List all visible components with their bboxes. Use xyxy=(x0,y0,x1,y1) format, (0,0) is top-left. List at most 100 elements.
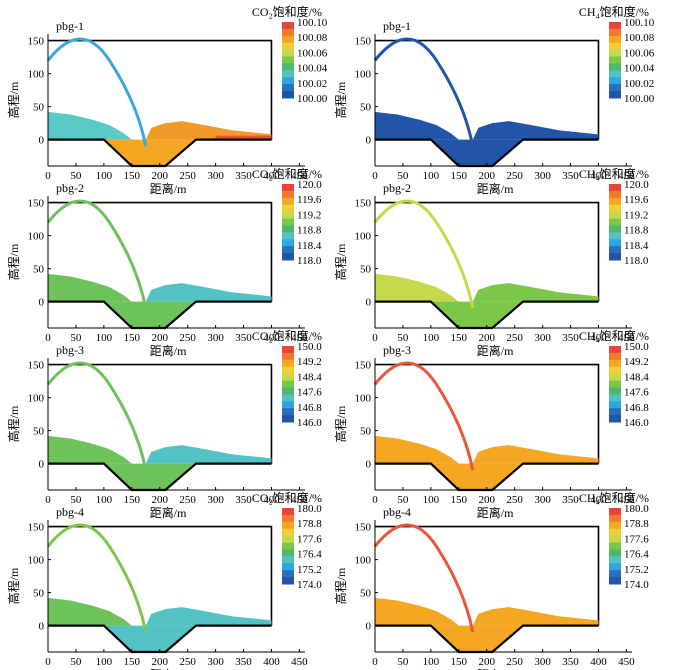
x-tick-label: 350 xyxy=(562,494,579,506)
colorbar-title: CO₂饱和度/% xyxy=(252,166,322,181)
colorbar-tick-label: 147.6 xyxy=(297,387,322,399)
deposit-left xyxy=(375,435,459,464)
chart-panel-8: 0 50 100 150 200 250 300 350 400 450 0 50 100 150 距离/m… xyxy=(333,490,649,670)
colorbar-swatch xyxy=(609,366,621,375)
deposit-right xyxy=(472,607,599,626)
y-tick-label: 100 xyxy=(28,69,45,81)
x-tick-label: 450 xyxy=(291,332,308,344)
y-tick-label: 0 xyxy=(366,621,372,633)
x-tick-label: 300 xyxy=(207,494,224,506)
deposit-right xyxy=(145,607,272,626)
y-tick-label: 100 xyxy=(28,231,45,243)
colorbar-tick-label: 150.0 xyxy=(624,341,649,353)
x-tick-label: 50 xyxy=(397,656,409,668)
chart-panel-1: 0 50 100 150 200 250 300 350 400 450 0 50 100 150 距离/m… xyxy=(6,4,328,196)
colorbar-swatch xyxy=(282,508,294,516)
x-tick-label: 100 xyxy=(96,332,113,344)
deposit-left xyxy=(48,435,132,464)
deposit-left xyxy=(375,597,459,626)
colorbar-tick-label: 146.8 xyxy=(297,402,322,414)
colorbar-swatch xyxy=(282,22,294,30)
y-axis-label: 高程/m xyxy=(333,405,348,442)
deposit-left xyxy=(48,597,132,626)
colorbar-swatch xyxy=(282,373,294,382)
deposit-right xyxy=(472,445,599,464)
x-tick-label: 150 xyxy=(451,656,468,668)
colorbar-tick-label: 100.08 xyxy=(624,32,655,44)
colorbar-tick-label: 150.0 xyxy=(297,341,322,353)
domain-boundary xyxy=(48,525,273,626)
x-tick-label: 350 xyxy=(562,656,579,668)
colorbar-swatch xyxy=(282,528,294,537)
colorbar-swatch xyxy=(609,380,621,388)
colorbar-swatch xyxy=(609,49,621,58)
colorbar-tick-label: 180.0 xyxy=(624,503,649,515)
x-tick-label: 150 xyxy=(451,170,468,182)
x-tick-label: 300 xyxy=(534,656,551,668)
chart-panel-4: 0 50 100 150 200 250 300 350 400 450 0 50 100 150 距离/m… xyxy=(333,166,649,358)
y-tick-label: 0 xyxy=(366,297,372,309)
domain-boundary xyxy=(375,525,600,626)
colorbar-swatch xyxy=(282,49,294,58)
jet-arc xyxy=(46,37,148,147)
colorbar-tick-label: 100.04 xyxy=(624,63,655,75)
x-tick-label: 150 xyxy=(124,494,141,506)
x-tick-label: 150 xyxy=(124,170,141,182)
colorbar-swatch xyxy=(282,549,294,557)
jet-arc xyxy=(46,523,148,633)
x-tick-label: 300 xyxy=(534,332,551,344)
panel-title: pbg-1 xyxy=(383,19,411,33)
colorbar-tick-label: 100.00 xyxy=(624,93,655,105)
colorbar-tick-label: 100.02 xyxy=(624,78,654,90)
colorbar-tick-label: 177.6 xyxy=(297,533,322,545)
colorbar-swatch xyxy=(609,218,621,226)
colorbar-swatch xyxy=(282,239,294,247)
jet-arc xyxy=(373,37,475,147)
colorbar-tick-label: 174.0 xyxy=(297,579,322,591)
colorbar-swatch xyxy=(609,556,621,564)
colorbar-swatch xyxy=(282,246,294,254)
colorbar-tick-label: 118.0 xyxy=(624,255,649,267)
domain-boundary xyxy=(375,39,600,140)
x-tick-label: 450 xyxy=(618,656,635,668)
deposit-right xyxy=(145,445,272,464)
colorbar-swatch xyxy=(282,91,294,99)
x-tick-label: 200 xyxy=(478,170,495,182)
deposit-left xyxy=(375,111,459,140)
colorbar-swatch xyxy=(282,184,294,192)
colorbar-swatch xyxy=(282,359,294,368)
panel-title: pbg-1 xyxy=(56,19,84,33)
colorbar-swatch xyxy=(282,42,294,51)
y-tick-label: 150 xyxy=(28,522,45,534)
x-tick-label: 50 xyxy=(70,656,82,668)
colorbar-swatch xyxy=(282,70,294,78)
x-tick-label: 400 xyxy=(590,494,607,506)
colorbar-swatch xyxy=(609,387,621,395)
y-tick-label: 100 xyxy=(28,393,45,405)
colorbar-swatch xyxy=(609,394,621,402)
colorbar-tick-label: 118.0 xyxy=(297,255,322,267)
colorbar-swatch xyxy=(609,190,621,199)
colorbar-swatch xyxy=(609,508,621,516)
x-tick-label: 0 xyxy=(45,332,51,344)
colorbar-swatch xyxy=(282,352,294,361)
colorbar-swatch xyxy=(282,204,294,213)
colorbar-tick-label: 119.2 xyxy=(297,209,321,221)
y-tick-label: 0 xyxy=(366,459,372,471)
panel-title: pbg-2 xyxy=(383,181,411,195)
x-tick-label: 250 xyxy=(506,170,523,182)
chart-panel-3: 0 50 100 150 200 250 300 350 400 450 0 50 100 150 距离/m… xyxy=(6,166,322,358)
y-tick-label: 50 xyxy=(360,102,372,114)
colorbar-tick-label: 148.4 xyxy=(624,371,649,383)
colorbar-swatch xyxy=(282,387,294,395)
x-tick-label: 100 xyxy=(96,656,113,668)
colorbar-swatch xyxy=(609,346,621,354)
x-tick-label: 100 xyxy=(423,494,440,506)
x-axis-label: 距离/m xyxy=(150,181,187,196)
x-tick-label: 200 xyxy=(478,494,495,506)
x-tick-label: 450 xyxy=(291,656,308,668)
x-tick-label: 200 xyxy=(151,656,168,668)
colorbar-tick-label: 149.2 xyxy=(297,356,322,368)
x-tick-label: 50 xyxy=(70,494,82,506)
